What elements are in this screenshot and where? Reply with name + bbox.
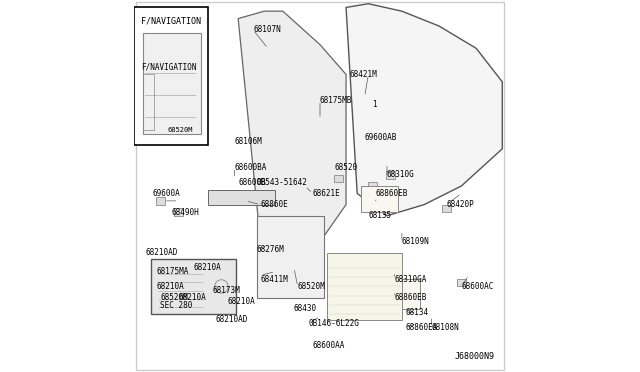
Text: 68175MA: 68175MA	[156, 267, 189, 276]
Text: 68210A: 68210A	[179, 293, 206, 302]
FancyBboxPatch shape	[151, 259, 236, 314]
Text: 1: 1	[372, 100, 377, 109]
Text: 68210A: 68210A	[227, 297, 255, 306]
Text: 68108N: 68108N	[431, 323, 460, 332]
Text: 68520M: 68520M	[298, 282, 325, 291]
Text: F/NAVIGATION: F/NAVIGATION	[141, 17, 202, 26]
Text: 69600AB: 69600AB	[365, 133, 397, 142]
Text: 68860EB: 68860EB	[376, 189, 408, 198]
Bar	[334, 175, 343, 182]
Text: 68600BA: 68600BA	[234, 163, 267, 172]
Text: 68621E: 68621E	[312, 189, 340, 198]
Text: 68175MB: 68175MB	[320, 96, 353, 105]
Text: 69600A: 69600A	[152, 189, 180, 198]
Text: 68520M: 68520M	[160, 293, 188, 302]
Text: 68860EA: 68860EA	[406, 323, 438, 332]
Text: 68420P: 68420P	[447, 200, 474, 209]
Text: 0B543-51642: 0B543-51642	[257, 178, 308, 187]
Text: 68310GA: 68310GA	[394, 275, 427, 283]
Polygon shape	[238, 11, 346, 253]
Bar	[174, 208, 183, 216]
Text: J68000N9: J68000N9	[455, 352, 495, 361]
Text: F/NAVIGATION: F/NAVIGATION	[141, 62, 197, 71]
Bar	[361, 186, 398, 212]
Text: 68106M: 68106M	[234, 137, 262, 146]
Text: 68490H: 68490H	[172, 208, 199, 217]
Text: 68276M: 68276M	[257, 245, 285, 254]
Bar	[367, 182, 376, 190]
Text: 68109N: 68109N	[402, 237, 429, 246]
Text: 68134: 68134	[406, 308, 429, 317]
Text: 0B146-6L22G: 0B146-6L22G	[309, 319, 360, 328]
Bar	[386, 171, 395, 179]
Text: 68860EB: 68860EB	[394, 293, 427, 302]
Text: 68600AA: 68600AA	[312, 341, 345, 350]
Text: 68600AC: 68600AC	[461, 282, 493, 291]
Text: 68430: 68430	[294, 304, 317, 313]
Polygon shape	[346, 4, 502, 216]
Text: 68600B: 68600B	[238, 178, 266, 187]
Text: 68421M: 68421M	[349, 70, 378, 79]
Bar	[156, 197, 164, 205]
Bar	[328, 253, 402, 320]
Text: 68107N: 68107N	[253, 25, 281, 34]
Bar	[376, 279, 420, 309]
Bar	[442, 205, 451, 212]
Text: SEC 280: SEC 280	[160, 301, 193, 310]
Bar	[257, 216, 324, 298]
Bar	[209, 190, 275, 205]
FancyBboxPatch shape	[134, 7, 209, 145]
Text: 68210A: 68210A	[193, 263, 221, 272]
Bar	[143, 33, 201, 134]
Text: 68210AD: 68210AD	[216, 315, 248, 324]
Text: 68860E: 68860E	[260, 200, 288, 209]
Text: 68520: 68520	[335, 163, 358, 172]
Text: 68173M: 68173M	[212, 286, 240, 295]
Text: 68210A: 68210A	[156, 282, 184, 291]
Text: 68520M: 68520M	[168, 127, 193, 133]
Text: 68135: 68135	[369, 211, 392, 220]
Text: 68210AD: 68210AD	[145, 248, 177, 257]
Text: 68411M: 68411M	[260, 275, 288, 283]
Text: 68310G: 68310G	[387, 170, 415, 179]
Bar	[457, 279, 466, 286]
